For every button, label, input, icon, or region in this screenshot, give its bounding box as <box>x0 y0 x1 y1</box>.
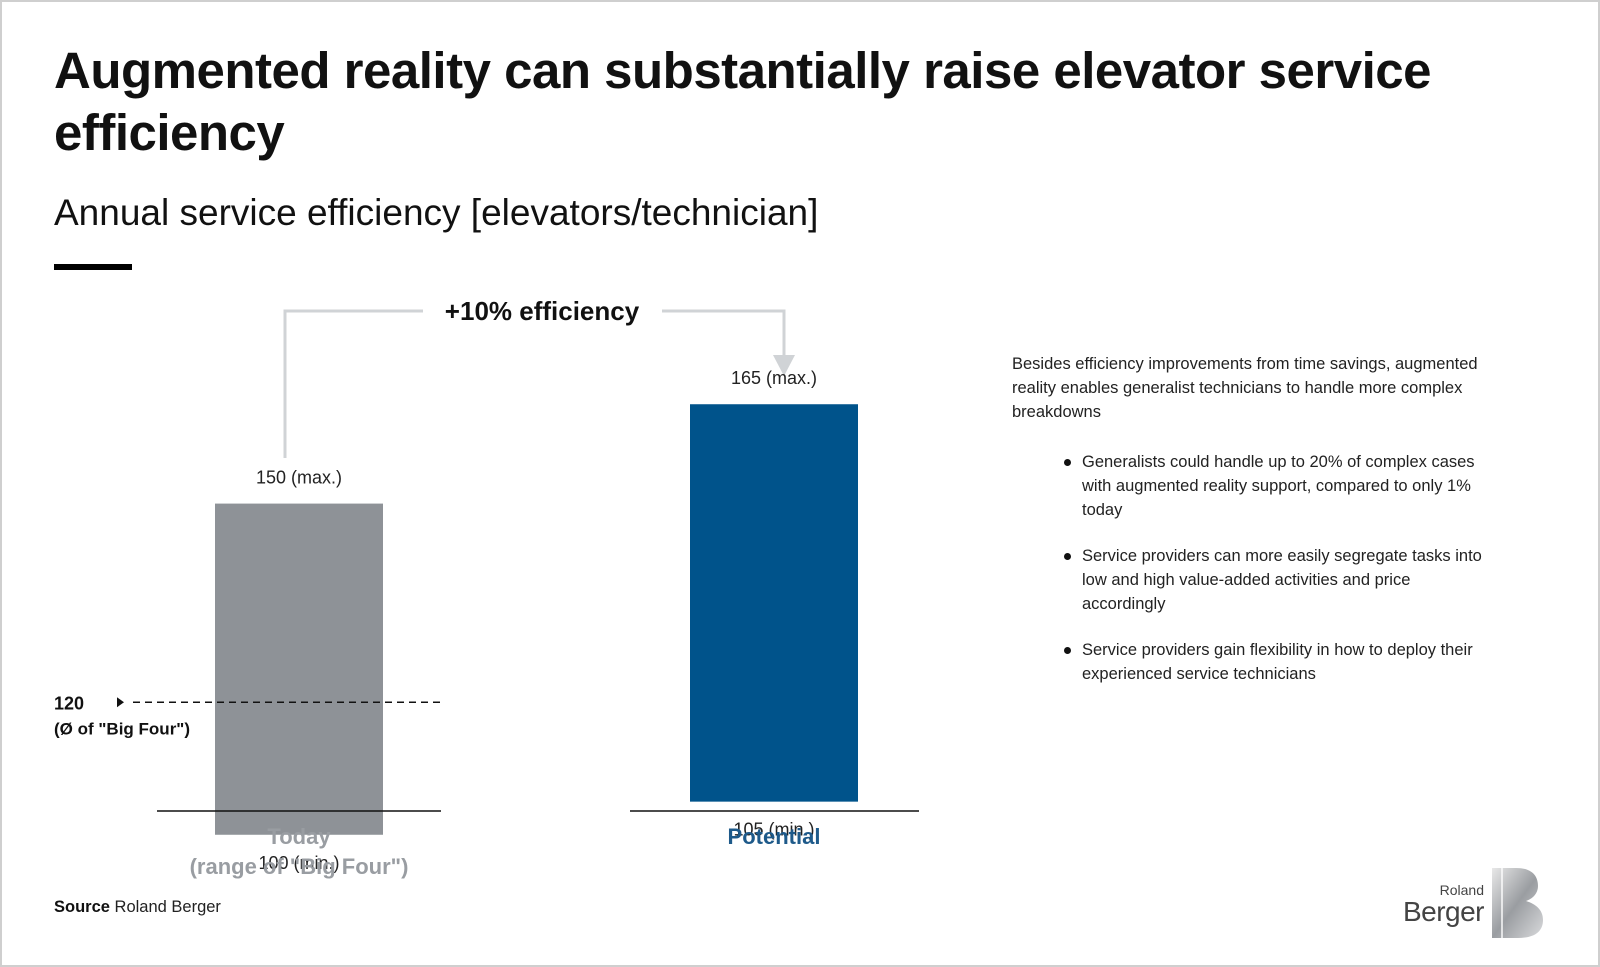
range-bar-chart: +10% efficiency 150 (max.) 100 (min.) 16… <box>54 296 919 879</box>
source-text: Roland Berger <box>114 898 221 916</box>
reference-description-label: (Ø of "Big Four") <box>54 719 190 738</box>
insight-intro: Besides efficiency improvements from tim… <box>1012 355 1478 421</box>
category-sublabel-today: (range of "Big Four") <box>190 854 409 879</box>
insight-bullets: Generalists could handle up to 20% of co… <box>1012 450 1492 686</box>
accent-rule <box>54 264 132 270</box>
reference-value-label: 120 <box>54 693 84 713</box>
annotation-connector-right <box>662 309 786 357</box>
insight-panel: Besides efficiency improvements from tim… <box>1012 352 1492 708</box>
insight-bullet: Service providers gain flexibility in ho… <box>1064 638 1492 686</box>
bar-potential <box>690 404 858 802</box>
logo-text-line2: Berger <box>1402 896 1485 927</box>
brand-logo: Roland Berger <box>1396 866 1546 942</box>
reference-marker-icon <box>117 697 124 708</box>
source-note: Source Roland Berger <box>54 898 221 917</box>
category-label-potential: Potential <box>728 824 821 849</box>
source-label: Source <box>54 898 110 916</box>
bar-potential-min-label: 105 (min.) <box>733 820 814 840</box>
bar-today-min-label: 100 (min.) <box>258 853 339 873</box>
bar-potential-max-label: 165 (max.) <box>731 368 817 388</box>
insight-bullet: Service providers can more easily segreg… <box>1064 544 1492 616</box>
bar-today-max-label: 150 (max.) <box>256 468 342 488</box>
annotation-label: +10% efficiency <box>445 296 640 326</box>
bar-today <box>215 503 383 835</box>
roland-berger-b-logo-icon <box>1492 868 1543 938</box>
category-label-today: Today <box>267 824 331 849</box>
chart-subtitle: Annual service efficiency [elevators/tec… <box>54 192 819 233</box>
logo-text-line1: Roland <box>1439 882 1484 898</box>
insight-bullet: Generalists could handle up to 20% of co… <box>1064 450 1492 522</box>
annotation-arrowhead-icon <box>773 355 795 376</box>
annotation-connector-left <box>283 309 423 458</box>
page-title: Augmented reality can substantially rais… <box>54 42 1431 161</box>
